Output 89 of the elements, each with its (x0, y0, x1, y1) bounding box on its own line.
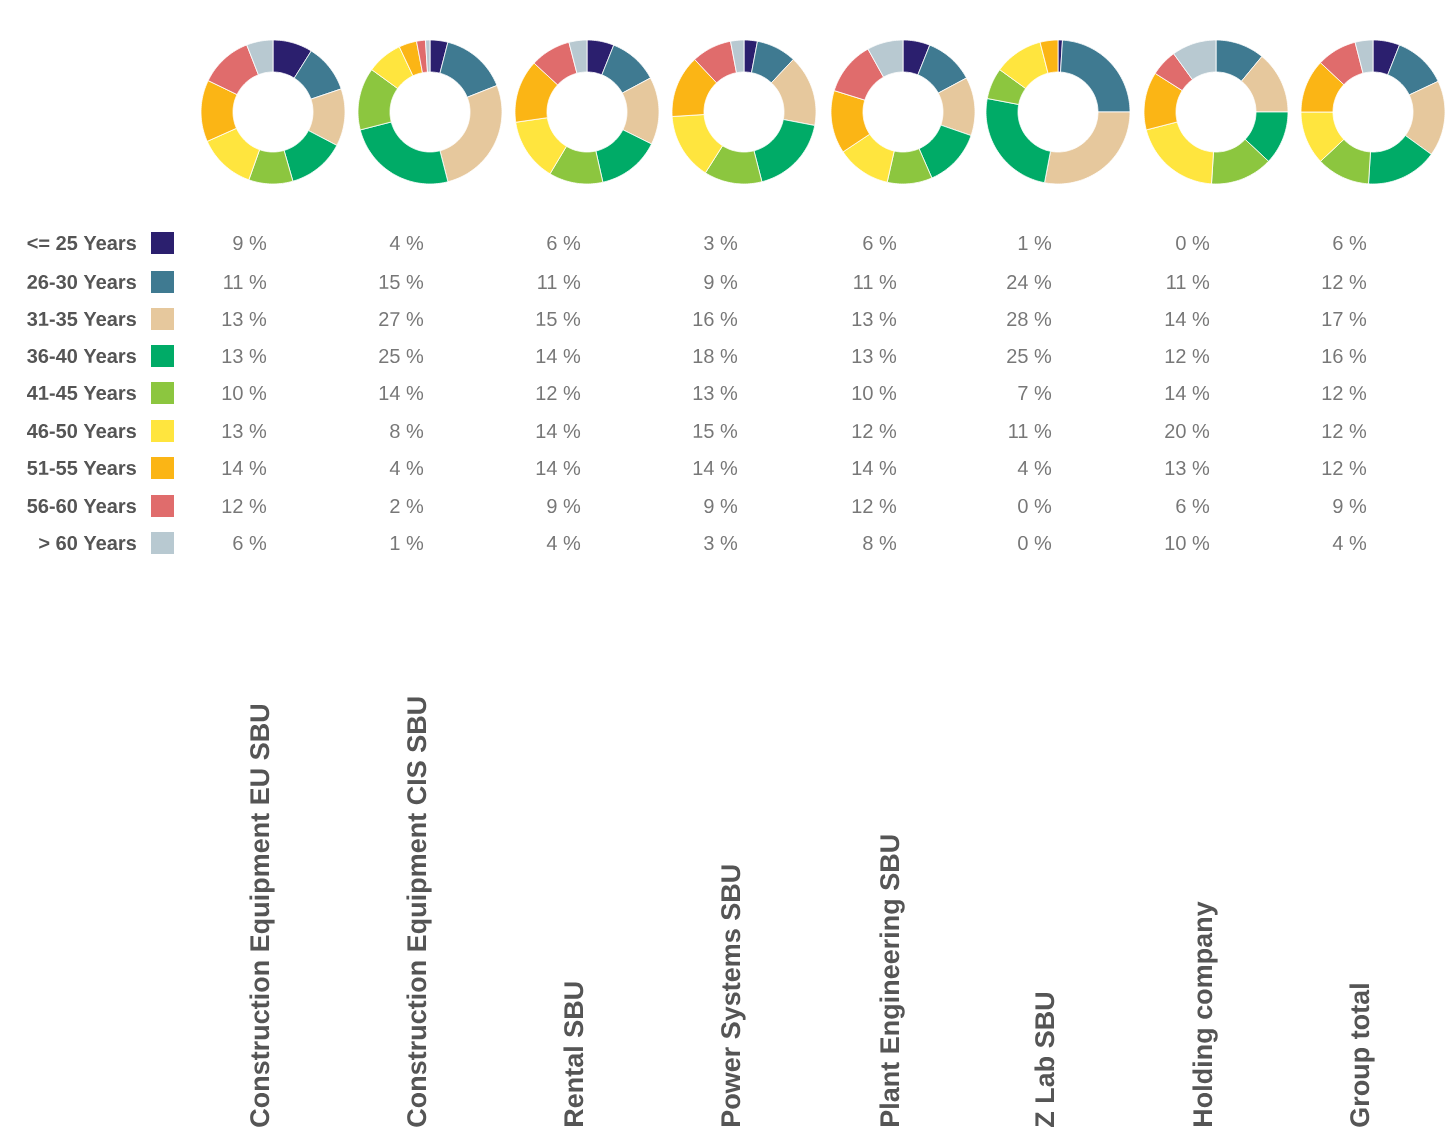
data-label: 12 % (852, 423, 897, 439)
data-label: 8 % (863, 535, 897, 551)
data-label: 4 % (389, 236, 424, 251)
data-label: 6 % (1333, 235, 1367, 251)
data-label: 13 % (852, 311, 897, 327)
data-label: 1 % (1018, 236, 1052, 251)
data-label: 12 % (1322, 385, 1367, 401)
data-label: 6 % (547, 235, 581, 251)
data-label: 18 % (693, 348, 738, 364)
data-label: 14 % (222, 461, 267, 476)
slice-label: Group total (1349, 984, 1375, 1127)
slice-label: Plant Engineering SBU (879, 835, 905, 1126)
data-label: 12 % (1322, 274, 1367, 290)
data-label: 12 % (1165, 348, 1210, 364)
data-label: 10 % (222, 385, 267, 401)
data-label: 13 % (1165, 460, 1210, 476)
data-label: 9 % (1333, 498, 1367, 514)
legend-label: 26-30 Years (27, 274, 136, 290)
data-label: 25 % (379, 348, 424, 364)
data-label: 4 % (1017, 461, 1052, 476)
data-label: 3 % (704, 535, 738, 551)
data-label: 14 % (852, 461, 897, 476)
legend-label: 36-40 Years (27, 348, 136, 364)
legend-label: <= 25 Years (27, 235, 136, 251)
data-label: 16 % (693, 311, 738, 327)
legend-label: 31-35 Years (27, 311, 136, 327)
data-label: 13 % (222, 423, 267, 439)
data-label: 4 % (1332, 536, 1367, 551)
data-label: 20 % (1165, 423, 1210, 439)
data-label: 9 % (704, 274, 738, 290)
data-label: 12 % (536, 385, 581, 401)
data-label: 10 % (852, 385, 897, 401)
slice-label: Z Lab SBU (1034, 992, 1055, 1128)
data-label: 11 % (854, 275, 897, 290)
data-label: 28 % (1007, 311, 1052, 327)
data-label: 14 % (379, 386, 424, 401)
data-label: 6 % (233, 535, 267, 551)
data-label: 12 % (1322, 460, 1367, 476)
slice-label: Power Systems SBU (721, 865, 746, 1126)
data-label: 11 % (1167, 275, 1210, 290)
data-label: 6 % (1176, 498, 1210, 514)
data-label: 8 % (390, 423, 424, 439)
data-label: 9 % (704, 498, 738, 514)
data-label: 12 % (852, 498, 897, 514)
data-label: 14 % (536, 349, 581, 364)
slice-label: Construction Equipment CIS SBU (406, 697, 432, 1127)
data-label: 24 % (1007, 274, 1052, 290)
data-label: 14 % (693, 461, 738, 476)
legend-label: 56-60 Years (27, 498, 136, 514)
data-label: 14 % (536, 461, 581, 476)
data-label: 13 % (222, 348, 267, 364)
data-label: 14 % (1165, 386, 1210, 401)
data-label: 13 % (222, 311, 267, 327)
data-label: 13 % (693, 385, 738, 401)
slice-label: Rental SBU (563, 982, 584, 1126)
slice-label: Construction Equipment EU SBU (249, 704, 275, 1127)
data-label: 10 % (1165, 535, 1210, 551)
data-label: 7 % (1018, 386, 1052, 401)
data-label: 25 % (1007, 348, 1052, 364)
data-label: 13 % (852, 348, 897, 364)
data-label: 9 % (547, 498, 581, 514)
data-label: 15 % (379, 274, 424, 290)
legend-label: > 60 Years (39, 535, 136, 551)
data-label: 11 % (1009, 424, 1052, 439)
data-label: 9 % (233, 235, 267, 251)
data-label: 27 % (379, 311, 424, 327)
data-label: 12 % (1322, 423, 1367, 439)
data-label: 1 % (390, 536, 424, 551)
data-label: 4 % (546, 536, 581, 551)
text: 0 % (1018, 498, 1052, 514)
legend-label: 51-55 Years (27, 461, 136, 475)
data-label: 17 % (1322, 312, 1367, 327)
data-label: 4 % (389, 461, 424, 476)
data-label: 3 % (704, 235, 738, 251)
legend-label: 46-50 Years (27, 423, 136, 439)
data-label: 6 % (863, 235, 897, 251)
data-label: 15 % (693, 423, 738, 439)
slice-label: Holding company (1192, 901, 1218, 1126)
data-label: 11 % (538, 275, 581, 290)
data-label: 12 % (222, 498, 267, 514)
legend-label: 41-45 Years (27, 386, 136, 400)
text: 0 % (1018, 535, 1052, 551)
data-label: 14 % (1165, 312, 1210, 327)
data-label: 15 % (536, 311, 581, 327)
data-label: 11 % (224, 275, 267, 290)
text: 0 % (1176, 235, 1210, 251)
data-label: 2 % (390, 498, 424, 514)
data-label: 14 % (536, 424, 581, 439)
data-label: 16 % (1322, 348, 1367, 364)
